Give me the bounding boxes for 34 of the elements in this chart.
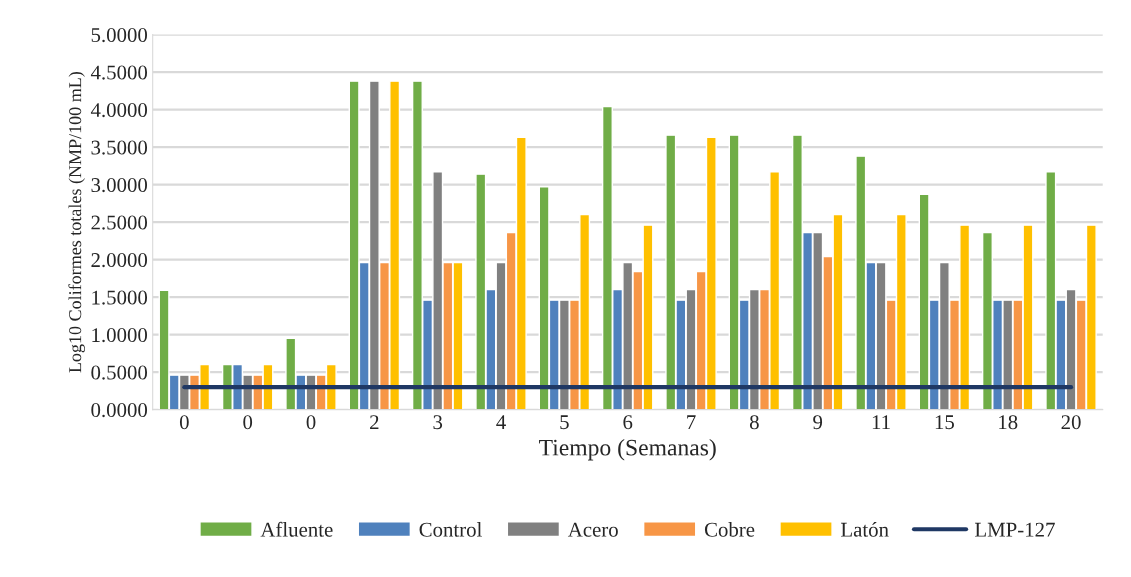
x-tick-label: 5	[560, 415, 569, 430]
y-tick-label: 5.0000	[91, 27, 148, 43]
y-axis-title: Log10 Coliformes totales (NMP/100 mL)	[68, 71, 85, 373]
y-tick-label: 1.5000	[92, 290, 148, 305]
x-tick-label: 11	[872, 415, 890, 429]
y-tick-label: 3.0000	[91, 178, 148, 193]
x-tick-label: 3	[433, 415, 443, 430]
x-tick-label: 0	[179, 415, 189, 430]
x-tick-label: 20	[1061, 415, 1081, 430]
legend-label: Cobre	[704, 522, 755, 537]
legend-label: Control	[419, 522, 482, 537]
y-tick-label: 4.0000	[90, 103, 148, 118]
x-tick-label: 8	[749, 415, 759, 430]
legend-label: Afluente	[260, 521, 333, 537]
legend-label: LMP-127	[975, 522, 1055, 537]
y-tick-label: 2.0000	[91, 253, 148, 268]
x-tick-label: 9	[813, 415, 823, 430]
x-tick-label: 4	[496, 415, 506, 429]
x-tick-label: 7	[687, 415, 696, 429]
y-tick-label: 0.0000	[91, 403, 148, 418]
x-tick-label: 0	[243, 415, 253, 430]
x-tick-label: 0	[306, 415, 316, 430]
x-tick-label: 2	[370, 415, 379, 429]
y-tick-label: 0.5000	[91, 365, 148, 380]
y-tick-label: 3.5000	[91, 140, 148, 155]
y-tick-label: 2.5000	[91, 215, 148, 230]
legend-label: Latón	[841, 522, 889, 537]
y-tick-label: 4.5000	[90, 65, 148, 80]
y-tick-label: 1.0000	[92, 328, 148, 343]
x-tick-label: 6	[623, 415, 633, 430]
x-tick-label: 18	[999, 415, 1018, 430]
legend-label: Acero	[567, 522, 618, 537]
x-tick-label: 15	[935, 415, 954, 430]
x-axis-title: Tiempo (Semanas)	[539, 438, 716, 461]
